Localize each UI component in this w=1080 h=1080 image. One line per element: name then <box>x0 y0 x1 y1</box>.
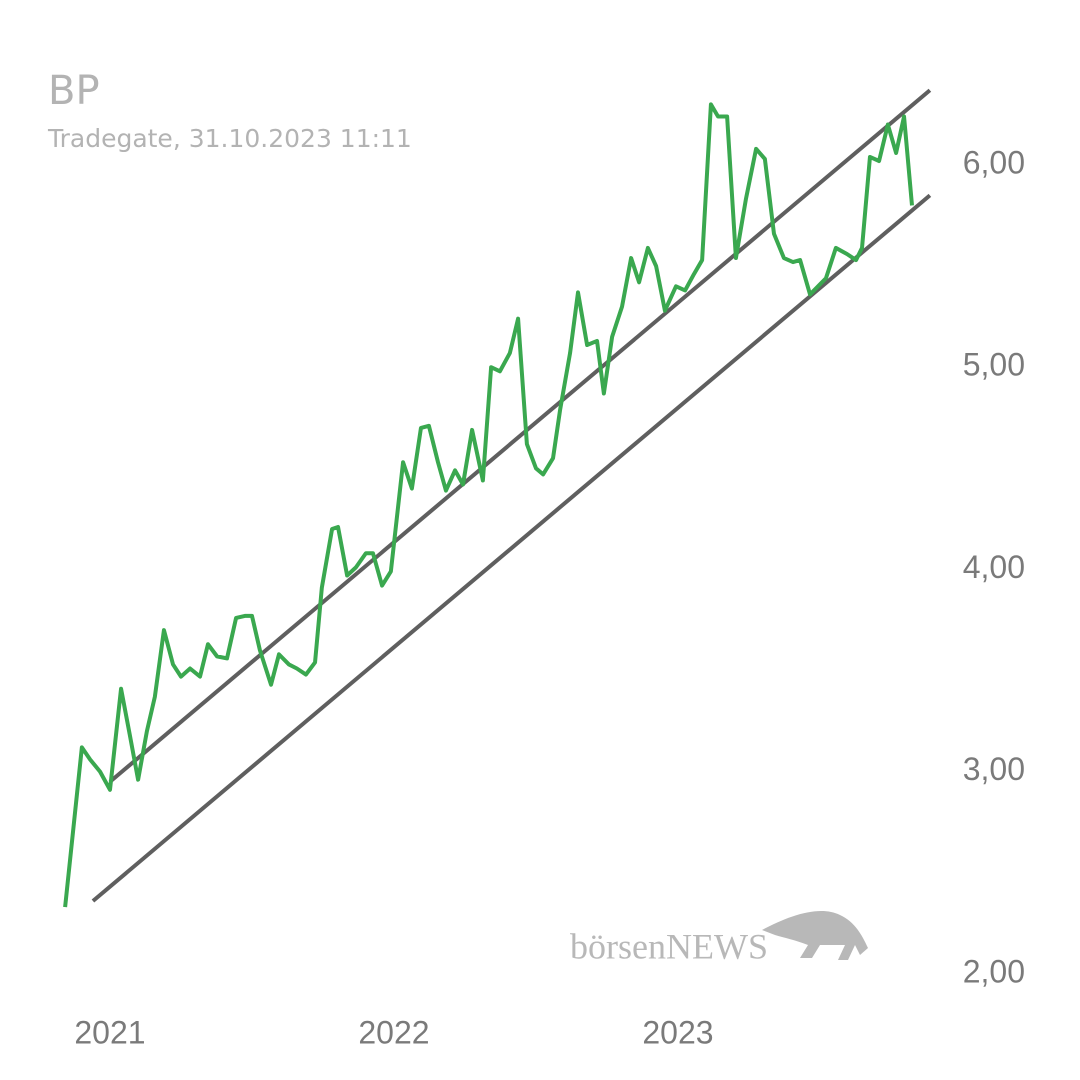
x-tick-label: 2022 <box>358 1014 429 1050</box>
chart-title: BP <box>48 68 100 114</box>
y-tick-label: 5,00 <box>963 347 1025 383</box>
y-tick-label: 3,00 <box>963 751 1025 787</box>
trend-line <box>91 193 932 903</box>
x-tick-label: 2023 <box>642 1014 713 1050</box>
x-tick-label: 2021 <box>74 1014 145 1050</box>
price-line <box>63 102 914 908</box>
bull-logo <box>762 910 868 960</box>
chart-subtitle: Tradegate, 31.10.2023 11:11 <box>47 124 412 153</box>
y-tick-label: 4,00 <box>963 549 1025 585</box>
y-tick-label: 2,00 <box>963 953 1025 989</box>
trend-line <box>108 88 932 784</box>
y-tick-label: 6,00 <box>963 144 1025 180</box>
watermark: börsenNEWS <box>570 926 768 966</box>
